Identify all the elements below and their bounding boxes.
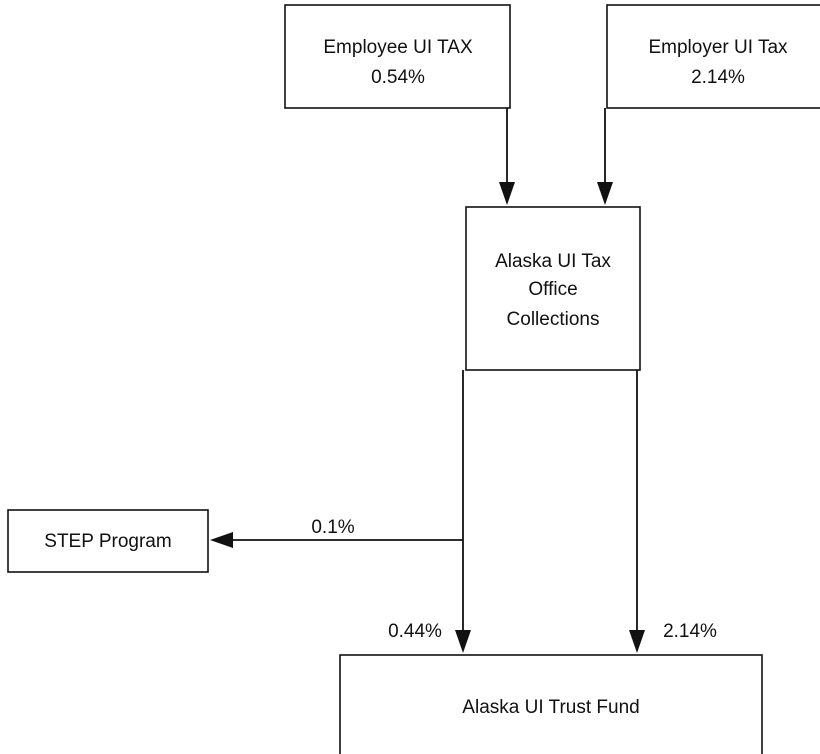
node-text: Employee UI TAX (323, 37, 473, 58)
arrowhead (210, 532, 233, 548)
node-text: 0.54% (371, 67, 425, 88)
employer-box (606, 4, 820, 109)
edge-label: 2.14% (663, 621, 717, 642)
edge-label: 0.44% (388, 621, 442, 642)
arrowhead (629, 630, 645, 653)
node-text: Alaska UI Trust Fund (462, 697, 639, 718)
node-text: Office (528, 279, 577, 300)
node-text: 2.14% (691, 67, 745, 88)
trust-fund-box (339, 654, 763, 754)
node-text: STEP Program (44, 531, 171, 552)
employee-box (284, 4, 511, 109)
arrowhead (499, 182, 515, 205)
node-text: Employer UI Tax (648, 37, 788, 58)
step-box (7, 509, 209, 573)
node-text: Collections (507, 309, 600, 330)
arrowhead (455, 630, 471, 653)
arrowhead (597, 182, 613, 205)
collections-box (465, 206, 641, 371)
edge-label: 0.1% (311, 517, 354, 538)
node-text: Alaska UI Tax (495, 251, 611, 272)
